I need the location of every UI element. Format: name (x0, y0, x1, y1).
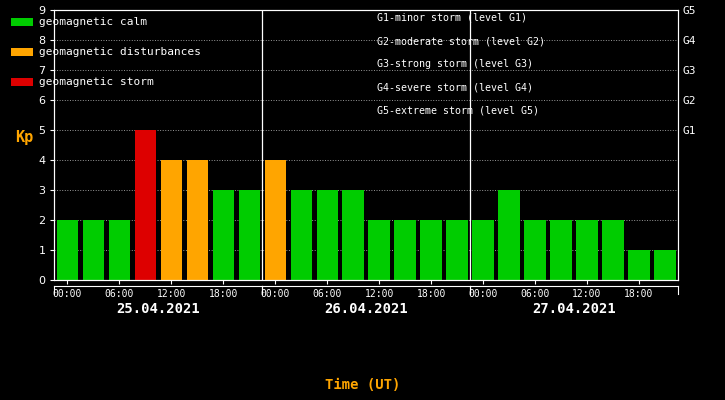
Text: geomagnetic disturbances: geomagnetic disturbances (39, 47, 201, 57)
Text: 27.04.2021: 27.04.2021 (532, 302, 616, 316)
Bar (291, 190, 312, 280)
Bar (342, 190, 364, 280)
Bar (629, 250, 650, 280)
Text: G4-severe storm (level G4): G4-severe storm (level G4) (377, 83, 533, 93)
Text: geomagnetic storm: geomagnetic storm (39, 77, 154, 87)
Bar (550, 220, 571, 280)
Text: G3-strong storm (level G3): G3-strong storm (level G3) (377, 60, 533, 70)
Bar (11, 78, 33, 86)
Bar (161, 160, 182, 280)
Bar (654, 250, 676, 280)
Text: 25.04.2021: 25.04.2021 (117, 302, 200, 316)
Bar (473, 220, 494, 280)
Bar (239, 190, 260, 280)
Bar (265, 160, 286, 280)
Bar (83, 220, 104, 280)
Text: 26.04.2021: 26.04.2021 (324, 302, 408, 316)
Bar (317, 190, 338, 280)
Bar (602, 220, 624, 280)
Bar (11, 18, 33, 26)
Text: G1-minor storm (level G1): G1-minor storm (level G1) (377, 13, 527, 23)
Bar (447, 220, 468, 280)
Bar (420, 220, 442, 280)
Bar (11, 48, 33, 56)
Bar (498, 190, 520, 280)
Text: geomagnetic calm: geomagnetic calm (39, 17, 147, 27)
Bar (368, 220, 390, 280)
Text: G5-extreme storm (level G5): G5-extreme storm (level G5) (377, 106, 539, 116)
Bar (212, 190, 234, 280)
Text: Time (UT): Time (UT) (325, 378, 400, 392)
Bar (135, 130, 156, 280)
Bar (576, 220, 597, 280)
Bar (109, 220, 130, 280)
Bar (394, 220, 415, 280)
Y-axis label: Kp: Kp (15, 130, 33, 145)
Bar (57, 220, 78, 280)
Bar (524, 220, 546, 280)
Text: G2-moderate storm (level G2): G2-moderate storm (level G2) (377, 36, 545, 46)
Bar (680, 220, 702, 280)
Bar (186, 160, 208, 280)
